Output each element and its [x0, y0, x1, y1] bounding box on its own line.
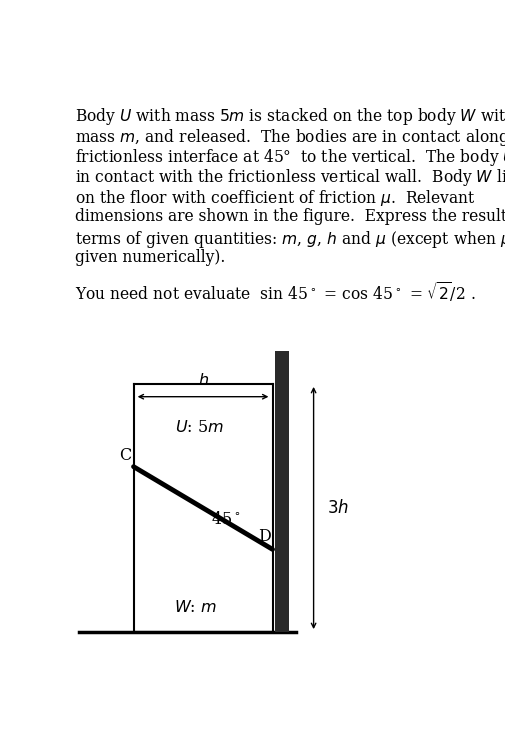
Text: in contact with the frictionless vertical wall.  Body $W$ lies: in contact with the frictionless vertica… — [75, 168, 505, 189]
Text: terms of given quantities: $m$, $g$, $h$ and $\mu$ (except when $\mu$ is: terms of given quantities: $m$, $g$, $h$… — [75, 229, 505, 250]
Text: mass $m$, and released.  The bodies are in contact along the: mass $m$, and released. The bodies are i… — [75, 127, 505, 148]
Text: frictionless interface at 45°  to the vertical.  The body $U$ is: frictionless interface at 45° to the ver… — [75, 147, 505, 168]
Text: $U$: 5$m$: $U$: 5$m$ — [175, 419, 224, 436]
Text: on the floor with coefficient of friction $\mu$.  Relevant: on the floor with coefficient of frictio… — [75, 188, 476, 208]
Text: You need not evaluate  sin 45$^\circ$ = cos 45$^\circ$ = $\sqrt{2}$/2 .: You need not evaluate sin 45$^\circ$ = c… — [75, 280, 475, 304]
Text: $W$: $m$: $W$: $m$ — [174, 599, 217, 616]
Text: given numerically).: given numerically). — [75, 249, 225, 267]
Text: dimensions are shown in the figure.  Express the results in: dimensions are shown in the figure. Expr… — [75, 208, 505, 225]
Text: Body $U$ with mass $5m$ is stacked on the top body $W$ with: Body $U$ with mass $5m$ is stacked on th… — [75, 106, 505, 127]
Text: C: C — [119, 447, 132, 464]
Text: 45$^\circ$: 45$^\circ$ — [211, 511, 241, 528]
Text: D: D — [258, 528, 271, 545]
Text: $3h$: $3h$ — [327, 499, 349, 517]
Bar — [275, 351, 289, 632]
Text: $h$: $h$ — [197, 372, 209, 389]
